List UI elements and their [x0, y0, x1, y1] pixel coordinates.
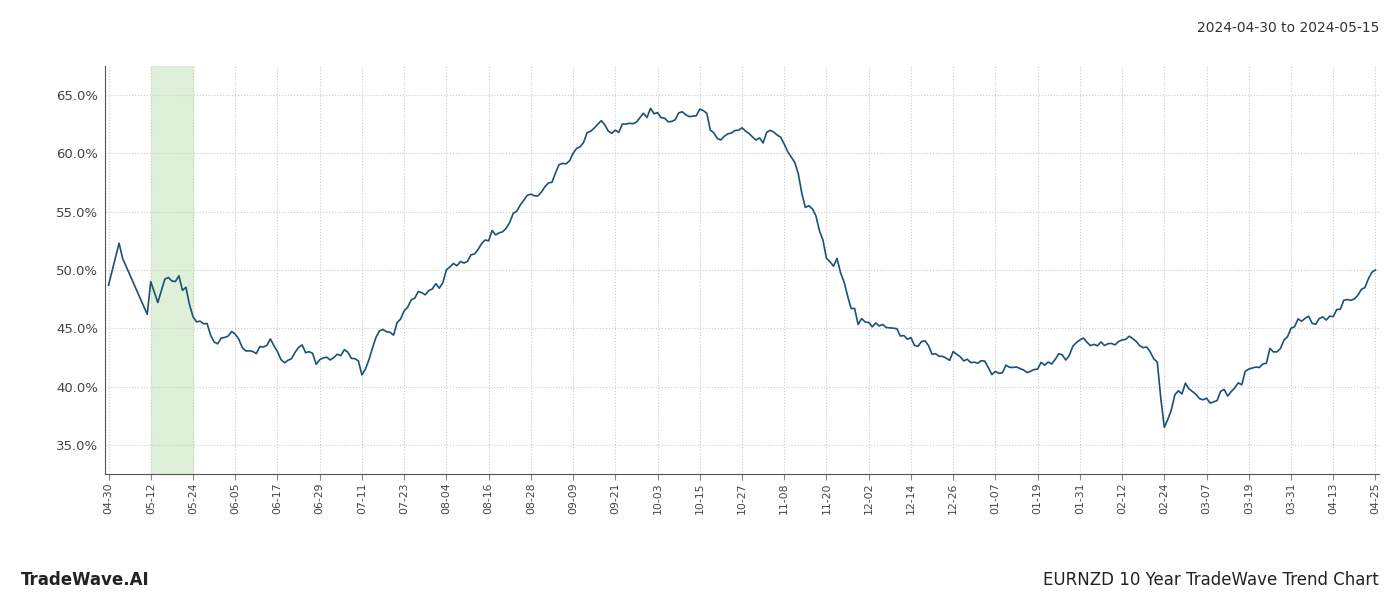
Text: 2024-04-30 to 2024-05-15: 2024-04-30 to 2024-05-15 — [1197, 21, 1379, 35]
Text: EURNZD 10 Year TradeWave Trend Chart: EURNZD 10 Year TradeWave Trend Chart — [1043, 571, 1379, 589]
Bar — [151, 66, 193, 474]
Text: TradeWave.AI: TradeWave.AI — [21, 571, 150, 589]
